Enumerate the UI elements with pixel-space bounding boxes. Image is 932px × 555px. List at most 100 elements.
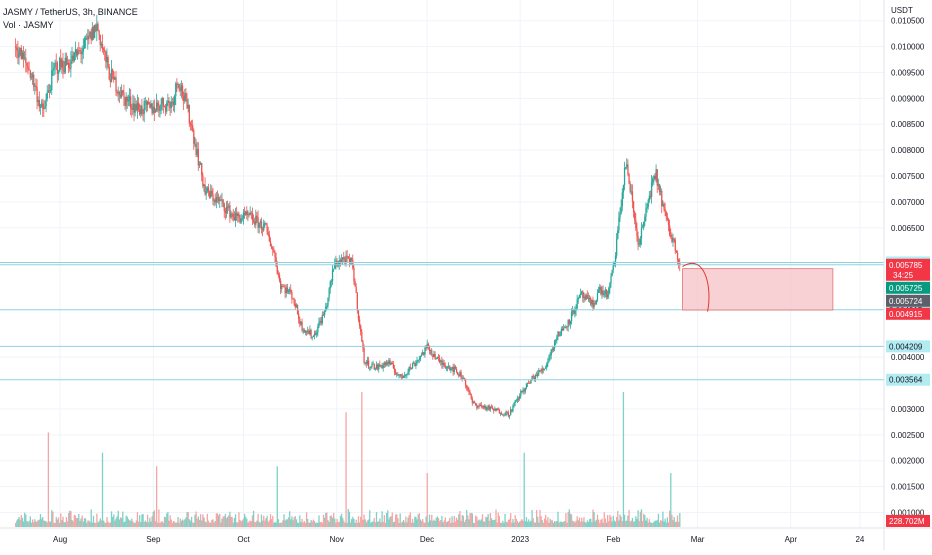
candle-body <box>413 363 415 365</box>
volume-bar <box>265 518 267 527</box>
volume-bar <box>420 521 423 527</box>
candle-body <box>245 211 247 215</box>
candle-body <box>649 195 652 197</box>
volume-bar <box>634 521 636 527</box>
candle-body <box>489 406 492 410</box>
volume-bar <box>199 514 202 527</box>
candle-body <box>89 31 91 37</box>
volume-bar <box>503 522 505 527</box>
candle-body <box>178 84 180 89</box>
candle-body <box>252 220 255 222</box>
candle-body <box>60 58 62 68</box>
candle-body <box>453 366 455 373</box>
volume-bar <box>497 512 499 527</box>
candle-body <box>237 213 239 216</box>
candle-body <box>495 408 497 411</box>
volume-bar <box>39 514 42 527</box>
candle-body <box>414 363 416 366</box>
candle-body <box>578 294 581 299</box>
candle-body <box>24 57 26 59</box>
volume-bar <box>298 522 300 527</box>
price-tag <box>886 294 930 307</box>
volume-bar <box>204 521 206 527</box>
volume-bar <box>482 521 485 527</box>
volume-bar <box>231 517 233 527</box>
volume-bar <box>647 522 649 527</box>
volume-bar <box>113 514 115 527</box>
volume-bar <box>21 517 24 527</box>
candle-body <box>679 263 681 266</box>
volume-bar <box>662 511 664 527</box>
volume-bar <box>413 522 415 527</box>
volume-bar <box>344 522 346 527</box>
volume-bar <box>140 522 142 527</box>
volume-bar <box>175 522 177 527</box>
candle-body <box>674 239 676 251</box>
volume-bar <box>522 520 524 527</box>
candle-body <box>546 363 548 368</box>
candle-body <box>437 357 440 359</box>
candle-body <box>36 87 38 103</box>
volume-bar <box>237 522 239 527</box>
volume-bar <box>195 511 197 527</box>
volume-bar <box>229 511 231 527</box>
volume-bar <box>194 514 196 527</box>
volume-bar <box>551 520 554 527</box>
candle-body <box>514 400 516 404</box>
candle-body <box>440 360 442 363</box>
volume-bar <box>219 513 221 527</box>
candle-body <box>39 105 42 108</box>
candle-body <box>232 213 234 217</box>
target-zone <box>682 268 834 311</box>
candle-body <box>516 398 519 401</box>
candle-body <box>74 49 77 53</box>
candle-body <box>298 313 300 320</box>
candle-body <box>464 378 467 386</box>
candle-body <box>600 286 602 295</box>
volume-bar <box>676 515 679 527</box>
volume-bar <box>57 517 60 527</box>
candle-body <box>673 238 675 240</box>
volume-bar <box>238 512 240 527</box>
volume-bar <box>663 521 665 527</box>
volume-bar <box>299 515 301 527</box>
candle-body <box>304 330 307 333</box>
candle-body <box>573 309 575 314</box>
volume-bar <box>100 520 103 527</box>
candle-body <box>470 394 472 399</box>
volume-bar <box>152 511 154 527</box>
candle-body <box>468 390 470 393</box>
candle-body <box>537 373 539 377</box>
volume-bar <box>567 511 569 527</box>
candle-body <box>528 382 530 384</box>
volume-bar <box>652 522 654 527</box>
volume-bar <box>586 520 589 527</box>
volume-bar <box>582 521 584 527</box>
volume-bar <box>157 522 159 527</box>
candle-body <box>21 52 24 60</box>
candle-body <box>247 214 249 216</box>
volume-bar <box>319 522 321 527</box>
volume-bar <box>602 522 604 527</box>
volume-bar <box>604 518 607 527</box>
volume-bar <box>300 522 302 527</box>
volume-bar <box>563 521 565 527</box>
volume-bar <box>392 522 395 527</box>
candle-body <box>462 377 464 379</box>
candle-body <box>552 348 555 351</box>
volume-bar <box>450 522 452 527</box>
volume-bar <box>116 516 118 527</box>
candle-body <box>163 106 166 108</box>
candle-body <box>366 360 369 364</box>
volume-bar <box>592 509 594 527</box>
candle-body <box>251 213 254 221</box>
candle-body <box>196 149 198 155</box>
volume-bar <box>211 519 213 527</box>
volume-bar <box>189 520 192 527</box>
volume-bar <box>380 522 382 527</box>
volume-bar <box>289 511 291 527</box>
volume-bar <box>246 518 248 527</box>
projection-arc <box>682 262 710 312</box>
